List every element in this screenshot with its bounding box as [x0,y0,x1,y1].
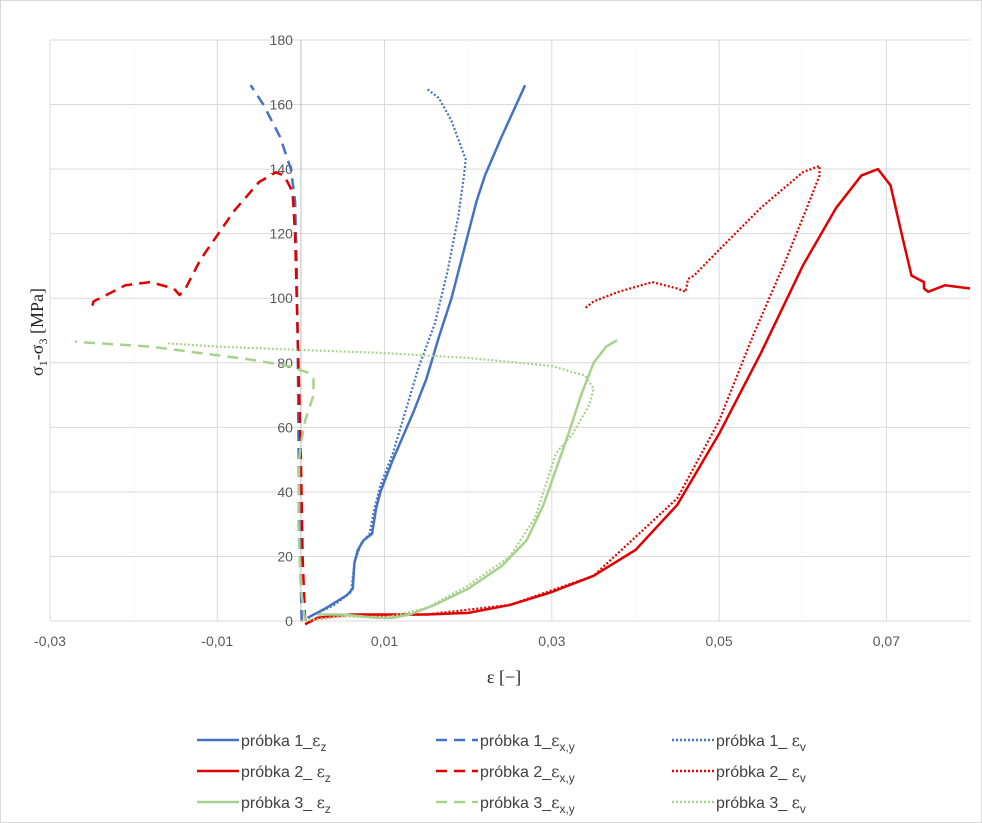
y-axis-title-sub-a: 1 [36,360,50,366]
legend-entry: próbka 1_εz [241,731,326,754]
legend-entry: próbka 2_ εz [241,762,331,785]
gridlines [49,39,971,622]
y-tick-label: 40 [277,484,293,500]
series-line-4 [304,167,971,626]
x-tick-label: 0,01 [371,633,398,649]
series-line-7 [317,339,618,620]
x-axis-title: ε [−] [487,667,521,687]
legend-entry: próbka 1_εx,y [480,731,575,754]
y-tick-label: 0 [285,613,293,629]
legend-entry: próbka 2_εx,y [480,762,575,785]
series-line-1 [307,84,527,619]
y-tick-label: 120 [270,226,294,242]
y-tick-label: 60 [277,419,293,435]
y-tick-label: 80 [277,355,293,371]
x-tick-label: -0,03 [34,633,66,649]
y-axis-title-unit: [MPa] [27,288,47,339]
x-tick-labels: -0,03 -0,01 0,01 0,03 0,05 0,07 [34,633,900,649]
y-tick-label: 100 [270,290,294,306]
legend-entry: próbka 3_ εz [241,793,331,816]
x-tick-label: 0,05 [705,633,732,649]
legend: próbka 1_εz próbka 1_εx,y próbka 1_ εv prób… [197,731,806,816]
y-axis-title-sigma-a: σ [27,366,47,376]
series-line-6 [300,164,821,623]
y-axis-title-sigma-b: σ [27,344,47,354]
x-tick-label: -0,01 [201,633,233,649]
y-tick-label: 160 [270,97,294,113]
y-axis-title-dash: - [27,354,47,360]
legend-entry: próbka 3_εx,y [480,793,575,816]
series-line-5 [90,171,307,622]
x-tick-label: 0,03 [538,633,565,649]
legend-entry: próbka 1_ εv [716,731,806,754]
y-tick-label: 20 [277,548,293,564]
y-axis-title-sub-b: 3 [36,339,50,345]
legend-entry: próbka 2_ εv [716,762,806,785]
y-tick-label: 180 [270,32,294,48]
y-axis-title: σ1-σ3 [MPa] [27,288,50,376]
series-lines [75,84,971,626]
legend-entry: próbka 3_ εv [716,793,806,816]
x-tick-label: 0,07 [873,633,900,649]
series-line-3 [300,87,467,622]
series-line-8 [75,340,315,622]
series-line-9 [167,342,595,623]
